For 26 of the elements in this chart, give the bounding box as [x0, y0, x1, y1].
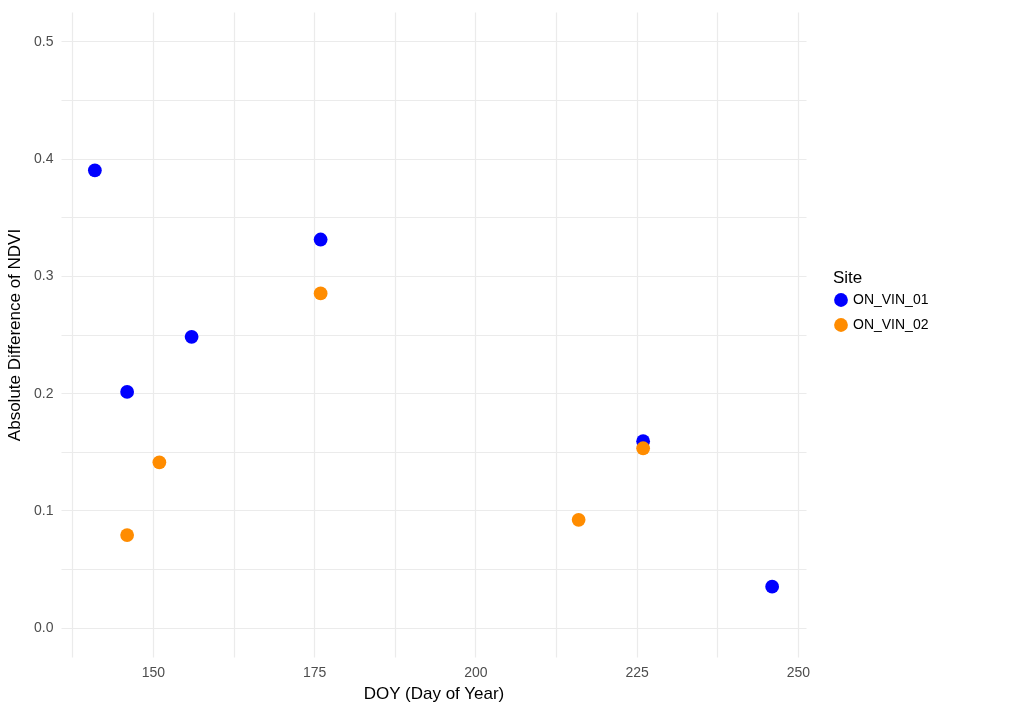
y-axis-title: Absolute Difference of NDVI — [5, 228, 25, 442]
y-tick-label: 0.3 — [34, 267, 54, 284]
x-tick-label: 250 — [786, 663, 811, 680]
x-tick-label: 225 — [625, 663, 650, 680]
x-tick-label: 175 — [302, 663, 327, 680]
x-axis-title: DOY (Day of Year) — [363, 683, 505, 703]
point — [313, 286, 328, 301]
legend-label: ON_VIN_01 — [853, 291, 929, 307]
point — [765, 579, 780, 594]
y-tick-label: 0.2 — [34, 384, 54, 401]
y-tick-label: 0.1 — [34, 501, 54, 518]
point — [184, 329, 199, 344]
y-tick-label: 0.0 — [34, 619, 54, 636]
point — [87, 163, 102, 178]
y-tick-label: 0.4 — [34, 150, 54, 167]
legend-label: ON_VIN_02 — [853, 316, 929, 332]
point — [120, 385, 135, 399]
point — [313, 232, 328, 247]
point — [120, 528, 135, 542]
y-tick-label: 0.5 — [34, 32, 54, 49]
point — [152, 455, 167, 470]
x-tick-label: 150 — [141, 663, 166, 680]
point — [636, 441, 651, 456]
x-tick-label: 200 — [464, 663, 488, 680]
point — [571, 512, 586, 527]
legend-title: Site — [833, 268, 863, 287]
